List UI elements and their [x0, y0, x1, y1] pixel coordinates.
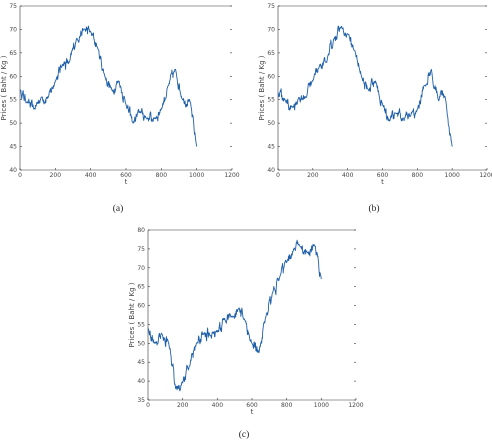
x-tick-label: 400 [212, 402, 224, 409]
y-tick-label: 55 [137, 321, 145, 328]
x-tick-label: 0 [276, 172, 280, 179]
x-tick-label: 600 [377, 172, 389, 179]
x-tick-label: 800 [156, 172, 168, 179]
y-axis-label: Prices ( Baht / Kg ) [0, 55, 8, 120]
y-tick-label: 65 [9, 50, 17, 57]
x-tick-label: 0 [18, 172, 22, 179]
x-tick-label: 200 [50, 172, 62, 179]
y-axis-label: Prices ( Baht / Kg ) [258, 55, 266, 120]
x-axis-label: t [125, 178, 128, 186]
y-tick-label: 45 [9, 144, 17, 151]
x-axis-label: t [381, 178, 384, 186]
x-tick-label: 200 [307, 172, 319, 179]
y-tick-label: 80 [137, 227, 145, 234]
y-tick-label: 55 [267, 97, 275, 104]
chart-panel-a: 0 200 400 600 800 1000 1200 40 45 50 55 60 65 70 75 t Pr… [0, 3, 240, 214]
y-tick-label: 75 [137, 246, 145, 253]
y-tick-label: 70 [137, 265, 145, 272]
chart-panel-c: 0 200 400 600 800 1000 1200 35 40 45 50 55 60 65 70 75 8… [128, 227, 364, 440]
x-tick-label: 1000 [314, 402, 329, 409]
x-tick-label: 1200 [348, 402, 363, 409]
x-tick-label: 800 [412, 172, 424, 179]
y-tick-label: 55 [9, 97, 17, 104]
y-tick-label: 65 [137, 284, 145, 291]
y-axis-label: Prices ( Baht / Kg ) [128, 282, 136, 347]
y-tick-label: 65 [267, 50, 275, 57]
y-tick-label: 50 [137, 340, 145, 347]
x-tick-label: 1000 [189, 172, 204, 179]
x-tick-label: 200 [177, 402, 189, 409]
price-series-line [19, 25, 198, 147]
x-tick-label: 400 [85, 172, 97, 179]
price-series-line [147, 239, 322, 392]
panel-caption: (a) [113, 203, 124, 214]
y-tick-label: 75 [267, 3, 275, 10]
y-tick-label: 60 [137, 303, 145, 310]
y-tick-label: 50 [267, 120, 275, 127]
y-tick-label: 40 [9, 167, 17, 174]
x-tick-label: 400 [342, 172, 354, 179]
panel-caption: (c) [239, 429, 250, 440]
panel-caption: (b) [368, 203, 379, 214]
y-tick-label: 50 [9, 120, 17, 127]
x-tick-label: 600 [246, 402, 258, 409]
x-axis-label: t [251, 408, 254, 416]
x-tick-label: 800 [281, 402, 293, 409]
x-tick-label: 1200 [479, 172, 492, 179]
y-tick-label: 45 [137, 359, 145, 366]
y-tick-label: 70 [267, 26, 275, 33]
y-tick-label: 45 [267, 144, 275, 151]
y-tick-label: 40 [137, 378, 145, 385]
x-tick-label: 600 [120, 172, 132, 179]
x-tick-label: 1000 [445, 172, 460, 179]
x-tick-label: 1200 [224, 172, 239, 179]
chart-panel-b: 0 200 400 600 800 1000 1200 40 45 50 55 60 65 70 75 t Pr… [258, 3, 492, 214]
x-tick-label: 0 [146, 402, 150, 409]
y-tick-label: 40 [267, 167, 275, 174]
y-tick-label: 60 [9, 73, 17, 80]
y-tick-label: 35 [137, 397, 145, 404]
y-tick-label: 70 [9, 26, 17, 33]
y-tick-label: 60 [267, 73, 275, 80]
y-tick-label: 75 [9, 3, 17, 10]
price-series-line [277, 25, 453, 147]
